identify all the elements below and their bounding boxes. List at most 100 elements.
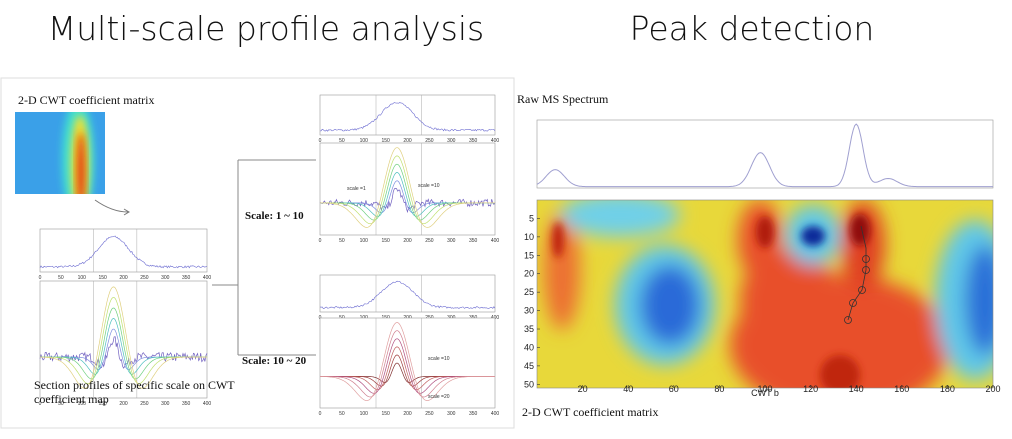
- x-tick-label: 250: [425, 138, 434, 144]
- x-tick-label: 400: [491, 138, 500, 144]
- caption: Section profiles of specific scale on CW…: [34, 378, 235, 406]
- x-tick-label: 300: [447, 238, 456, 244]
- y-tick-label: 50: [524, 379, 534, 389]
- plot-frame: [319, 142, 496, 236]
- profile-curve: [320, 330, 495, 398]
- profile-curve: [319, 280, 496, 309]
- bracket: [212, 159, 316, 356]
- profile-curve: [39, 235, 208, 269]
- x-tick-label: 350: [182, 275, 191, 281]
- x-tick-label: 400: [203, 275, 212, 281]
- x-tick-label: 20: [578, 384, 588, 394]
- y-tick-label: 45: [524, 361, 534, 371]
- x-tick-label: 60: [669, 384, 679, 394]
- curve-label: scale =10: [428, 356, 450, 362]
- matrix-title: 2-D CWT coefficient matrix: [18, 93, 155, 107]
- x-tick-label: 350: [469, 238, 478, 244]
- title-left: Multi-scale profile analysis: [48, 9, 484, 48]
- y-tick-label: 30: [524, 306, 534, 316]
- small-heatmap: [15, 112, 105, 194]
- x-tick-label: 140: [849, 384, 864, 394]
- x-tick-label: 400: [491, 411, 500, 417]
- curve-label: scale =20: [428, 394, 450, 400]
- x-tick-label: 150: [98, 275, 107, 281]
- x-tick-label: 400: [203, 401, 212, 407]
- x-tick-label: 0: [319, 138, 322, 144]
- x-tick-label: 50: [58, 401, 64, 407]
- x-tick-label: 80: [714, 384, 724, 394]
- x-tick-label: 200: [119, 275, 128, 281]
- profile-curve: [320, 147, 495, 228]
- profile-curve: [320, 322, 495, 401]
- plot-frame: [39, 280, 208, 399]
- x-tick-label: 50: [339, 138, 345, 144]
- x-tick-label: 100: [360, 138, 369, 144]
- x-tick-label: 250: [140, 275, 149, 281]
- ridge-line: [847, 225, 867, 321]
- x-tick-label: 120: [803, 384, 818, 394]
- x-tick-label: 100: [360, 411, 369, 417]
- x-tick-label: 200: [403, 138, 412, 144]
- x-tick-label: 0: [39, 401, 42, 407]
- profile-curve: [39, 286, 207, 389]
- y-tick-label: 35: [524, 324, 534, 334]
- profile-curve: [320, 155, 495, 225]
- profile-curve: [319, 102, 496, 132]
- ridge-points: [844, 255, 870, 324]
- y-tick-label: 40: [524, 342, 534, 352]
- plot-frame: [319, 274, 496, 313]
- x-tick-label: 350: [469, 411, 478, 417]
- x-tick-label: 40: [623, 384, 633, 394]
- x-tick-label: 160: [894, 384, 909, 394]
- x-tick-label: 150: [98, 401, 107, 407]
- x-tick-label: 200: [403, 238, 412, 244]
- x-tick-label: 200: [985, 384, 1000, 394]
- profile-curve: [39, 336, 208, 369]
- spectrum-line: [536, 123, 993, 188]
- y-tick-label: 5: [529, 213, 534, 223]
- curve-label: scale =1: [347, 186, 366, 192]
- arrow-head: [123, 208, 130, 216]
- x-tick-label: 150: [381, 411, 390, 417]
- x-tick-label: 200: [119, 401, 128, 407]
- x-tick-label: 50: [339, 238, 345, 244]
- curve-label: scale =10: [418, 183, 440, 189]
- title-right: Peak detection: [630, 9, 875, 48]
- x-tick-label: 300: [447, 138, 456, 144]
- y-tick-label: 20: [524, 269, 534, 279]
- heatmap: [537, 200, 993, 388]
- x-tick-label: 300: [161, 275, 170, 281]
- x-tick-label: 200: [403, 411, 412, 417]
- x-tick-label: 50: [58, 275, 64, 281]
- x-tick-label: 150: [381, 238, 390, 244]
- scale-label: Scale: 1 ~ 10: [245, 210, 304, 222]
- y-tick-label: 10: [524, 232, 534, 242]
- x-axis-label: CWT b: [751, 388, 779, 398]
- matrix-title: 2-D CWT coefficient matrix: [522, 405, 659, 419]
- x-tick-label: 350: [469, 138, 478, 144]
- x-tick-label: 400: [491, 238, 500, 244]
- plot-frame: [39, 228, 208, 273]
- x-tick-label: 100: [360, 238, 369, 244]
- scale-label: Scale: 10 ~ 20: [242, 355, 307, 367]
- x-tick-label: 150: [381, 138, 390, 144]
- plot-frame: [319, 94, 496, 136]
- x-tick-label: 100: [78, 275, 87, 281]
- x-tick-label: 250: [425, 238, 434, 244]
- x-tick-label: 0: [39, 275, 42, 281]
- x-tick-label: 180: [940, 384, 955, 394]
- x-tick-label: 350: [182, 401, 191, 407]
- x-tick-label: 250: [425, 411, 434, 417]
- spectrum-title: Raw MS Spectrum: [517, 92, 609, 106]
- x-tick-label: 250: [140, 401, 149, 407]
- x-tick-label: 50: [339, 411, 345, 417]
- plot-frame: [319, 317, 496, 409]
- arrow: [94, 199, 129, 213]
- x-tick-label: 300: [447, 411, 456, 417]
- spectrum-frame: [536, 119, 994, 189]
- x-tick-label: 0: [319, 238, 322, 244]
- y-tick-label: 15: [524, 250, 534, 260]
- profile-curve: [40, 297, 207, 385]
- x-tick-label: 100: [757, 384, 772, 394]
